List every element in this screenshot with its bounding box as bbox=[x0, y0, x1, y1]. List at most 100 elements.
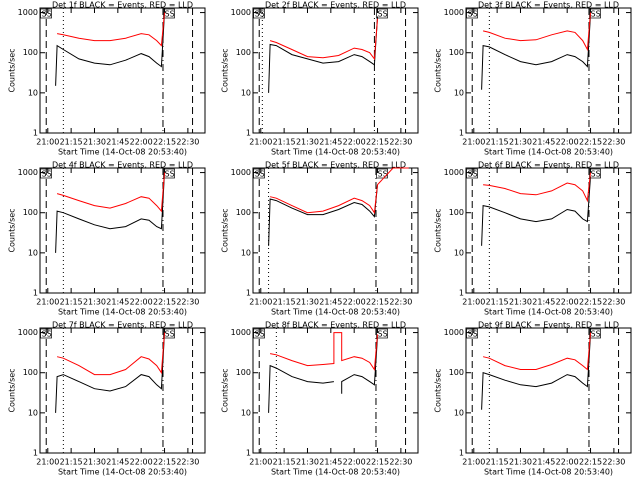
y-axis-label: Counts/sec bbox=[221, 48, 230, 92]
series-line bbox=[56, 332, 165, 376]
x-axis-label: Start Time (14-Oct-08 20:53:40) bbox=[271, 308, 400, 317]
series-line bbox=[269, 167, 409, 215]
annotation: SS bbox=[591, 170, 601, 179]
x-axis-label: Start Time (14-Oct-08 20:53:40) bbox=[271, 148, 400, 157]
x-tick-label: 22:15 bbox=[153, 458, 176, 467]
plot-frame bbox=[252, 167, 419, 294]
annotation: SS bbox=[255, 170, 265, 179]
panel-title: Det 8f BLACK = Events, RED = LLD bbox=[265, 321, 406, 330]
y-tick-label: 1000 bbox=[18, 168, 38, 177]
plot-frame bbox=[252, 327, 419, 454]
plot-frame bbox=[39, 7, 206, 134]
y-axis-label: Counts/sec bbox=[8, 368, 17, 412]
y-tick-label: 1 bbox=[459, 449, 464, 458]
x-tick-label: 22:00 bbox=[556, 458, 579, 467]
y-tick-label: 100 bbox=[449, 368, 464, 377]
annotation-box bbox=[253, 8, 265, 19]
y-tick-label: 100 bbox=[236, 368, 251, 377]
annotation-box bbox=[163, 8, 175, 19]
x-tick-label: 22:30 bbox=[602, 458, 625, 467]
annotation: SS bbox=[591, 330, 601, 339]
series-line bbox=[482, 12, 591, 52]
annotation: SS bbox=[468, 10, 478, 19]
y-tick-label: 100 bbox=[236, 48, 251, 57]
x-tick-label: 21:00 bbox=[462, 138, 485, 147]
panel-title: Det 1f BLACK = Events, RED = LLD bbox=[52, 1, 193, 10]
annotation: SS bbox=[255, 330, 265, 339]
y-tick-label: 1 bbox=[33, 449, 38, 458]
x-tick-label: 22:00 bbox=[556, 298, 579, 307]
annotation: SS bbox=[468, 170, 478, 179]
x-tick-label: 21:00 bbox=[36, 458, 59, 467]
y-tick-label: 1000 bbox=[444, 328, 464, 337]
annotation-box bbox=[40, 168, 52, 179]
x-tick-label: 21:00 bbox=[462, 298, 485, 307]
panel-title: Det 3f BLACK = Events, RED = LLD bbox=[478, 1, 619, 10]
series-line bbox=[481, 176, 591, 246]
x-tick-label: 22:15 bbox=[579, 138, 602, 147]
y-tick-label: 1000 bbox=[231, 168, 251, 177]
y-tick-label: 10 bbox=[454, 408, 464, 417]
x-tick-label: 21:30 bbox=[296, 298, 319, 307]
y-axis-label: Counts/sec bbox=[8, 208, 17, 252]
y-tick-label: 10 bbox=[454, 248, 464, 257]
x-tick-label: 21:15 bbox=[60, 298, 83, 307]
annotation: SS bbox=[378, 10, 388, 19]
series-line bbox=[56, 172, 165, 213]
x-tick-label: 22:15 bbox=[366, 458, 389, 467]
y-tick-label: 1 bbox=[33, 129, 38, 138]
plot-frame bbox=[252, 7, 419, 134]
annotation: SS bbox=[165, 330, 175, 339]
x-tick-label: 21:45 bbox=[106, 298, 129, 307]
x-tick-label: 22:00 bbox=[343, 138, 366, 147]
x-tick-label: 22:30 bbox=[602, 298, 625, 307]
annotation-box bbox=[163, 168, 175, 179]
y-tick-label: 10 bbox=[241, 88, 251, 97]
panel: Det 3f BLACK = Events, RED = LLD Counts/s… bbox=[434, 1, 632, 157]
x-tick-label: 21:45 bbox=[532, 298, 555, 307]
y-axis-label: Counts/sec bbox=[434, 208, 443, 252]
x-tick-label: 21:15 bbox=[273, 138, 296, 147]
x-tick-label: 22:15 bbox=[153, 298, 176, 307]
x-axis-label: Start Time (14-Oct-08 20:53:40) bbox=[58, 308, 187, 317]
y-tick-label: 100 bbox=[236, 208, 251, 217]
x-axis-label: Start Time (14-Oct-08 20:53:40) bbox=[484, 468, 613, 477]
y-tick-label: 1 bbox=[246, 449, 251, 458]
y-tick-label: 100 bbox=[23, 48, 38, 57]
y-axis-label: Counts/sec bbox=[434, 48, 443, 92]
x-tick-label: 21:45 bbox=[106, 138, 129, 147]
x-tick-label: 22:15 bbox=[366, 298, 389, 307]
y-tick-label: 100 bbox=[449, 48, 464, 57]
annotation-box bbox=[589, 328, 601, 339]
x-tick-label: 22:00 bbox=[130, 298, 153, 307]
panel: Det 7f BLACK = Events, RED = LLD Counts/s… bbox=[8, 321, 206, 477]
x-tick-label: 22:15 bbox=[366, 138, 389, 147]
x-tick-label: 21:30 bbox=[509, 298, 532, 307]
annotation-box bbox=[40, 8, 52, 19]
x-tick-label: 22:30 bbox=[389, 138, 412, 147]
x-tick-label: 22:15 bbox=[579, 298, 602, 307]
y-tick-label: 10 bbox=[241, 408, 251, 417]
annotation: SS bbox=[42, 330, 52, 339]
series-line bbox=[55, 332, 165, 413]
plot-frame bbox=[465, 7, 632, 134]
annotation-box bbox=[466, 168, 478, 179]
x-tick-label: 21:45 bbox=[532, 458, 555, 467]
y-tick-label: 1000 bbox=[18, 8, 38, 17]
panel: Det 5f BLACK = Events, RED = LLD Counts/s… bbox=[221, 161, 419, 317]
annotation-box bbox=[40, 328, 52, 339]
panel: Det 9f BLACK = Events, RED = LLD Counts/s… bbox=[434, 321, 632, 477]
x-axis-label: Start Time (14-Oct-08 20:53:40) bbox=[58, 148, 187, 157]
y-tick-label: 10 bbox=[28, 248, 38, 257]
annotation: SS bbox=[378, 170, 388, 179]
x-tick-label: 22:15 bbox=[153, 138, 176, 147]
plot-frame bbox=[465, 327, 632, 454]
x-tick-label: 22:30 bbox=[389, 298, 412, 307]
annotation: SS bbox=[42, 170, 52, 179]
x-tick-label: 21:00 bbox=[249, 458, 272, 467]
annotation: SS bbox=[165, 170, 175, 179]
x-axis-label: Start Time (14-Oct-08 20:53:40) bbox=[271, 468, 400, 477]
y-tick-label: 1000 bbox=[231, 328, 251, 337]
annotation-box bbox=[253, 168, 265, 179]
